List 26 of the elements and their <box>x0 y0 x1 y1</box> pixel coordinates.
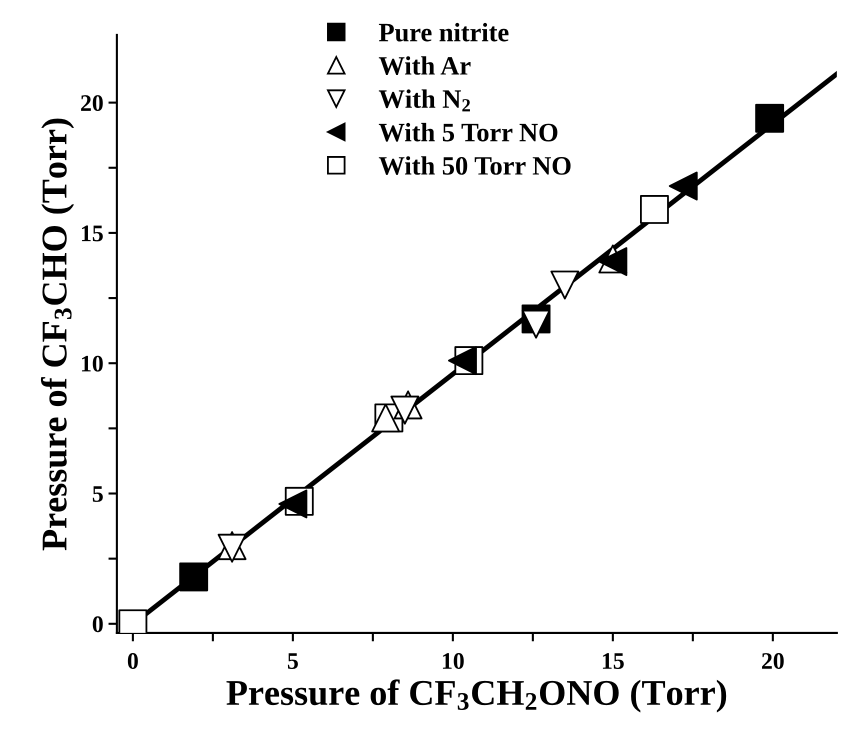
legend-label: With 50 Torr NO <box>378 156 571 175</box>
point <box>278 489 308 518</box>
y-tick-label: 15 <box>82 226 103 242</box>
legend-label: With 5 Torr NO <box>378 122 558 142</box>
y-axis-title: Pressure of CF$_{3}$CHO (Torr) <box>40 118 74 550</box>
x-tick-label: 10 <box>442 653 464 669</box>
point <box>668 172 698 200</box>
x-tick-label: 20 <box>762 653 784 669</box>
x-axis-title: Pressure of CF$_{3}$CH$_{2}$ONO (Torr) <box>226 679 726 712</box>
x-tick-label: 0 <box>128 653 138 669</box>
point <box>179 562 208 592</box>
point <box>550 270 580 300</box>
point <box>755 104 784 133</box>
x-tick-label: 5 <box>288 653 298 669</box>
point <box>448 346 477 376</box>
legend-label: With Ar <box>378 56 471 75</box>
point <box>640 195 669 224</box>
y-tick-label: 20 <box>81 95 103 112</box>
x-tick-label: 15 <box>602 653 624 669</box>
legend-label: With N$_{2}$ <box>378 89 470 112</box>
y-tick-label: 0 <box>92 616 103 632</box>
y-tick-label: 10 <box>82 356 103 372</box>
point <box>522 310 550 339</box>
y-tick-label: 5 <box>92 486 103 502</box>
legend-label: Pure nitrite <box>378 22 508 42</box>
point <box>390 396 420 425</box>
